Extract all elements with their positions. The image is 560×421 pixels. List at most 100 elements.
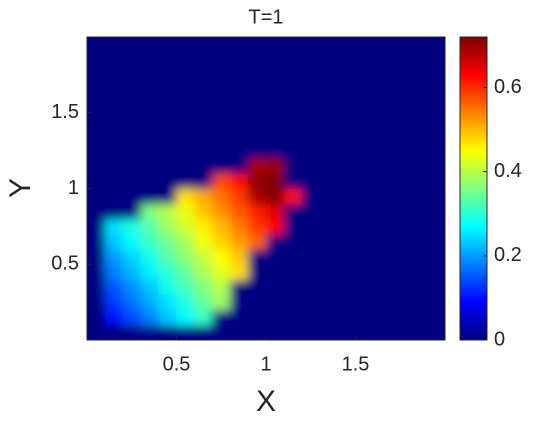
heatmap-cell [87,127,106,144]
heatmap-cell [319,324,339,340]
heatmap-cell [248,112,267,129]
heatmap-cell [176,143,195,159]
heatmap-cell [122,67,142,84]
heatmap-cell [373,233,392,250]
heatmap-cell [409,97,428,114]
heatmap-cell [355,112,374,129]
heatmap-cell [301,218,321,235]
heatmap-cell [230,294,249,311]
heatmap-cell [427,158,445,174]
heatmap-cell [409,82,428,99]
heatmap-cell [140,158,160,174]
heatmap-cell [87,173,106,190]
heatmap-cell [230,143,249,159]
heatmap-cell [301,324,321,340]
heatmap-cell [373,127,392,144]
y-tick-label: 1 [68,177,79,199]
heatmap-cell [122,112,142,129]
heatmap-cell [122,173,142,190]
heatmap-cell [104,218,124,235]
heatmap-cell [409,52,428,68]
heatmap-cell [140,97,160,114]
heatmap-cell [373,309,392,326]
heatmap-cell [355,82,374,99]
heatmap-cell [266,279,285,296]
heatmap-cell [391,143,410,159]
heatmap-cell [248,188,267,205]
heatmap-cell [212,264,231,280]
heatmap-cell [266,127,285,144]
heatmap-cell [194,309,213,326]
heatmap-cell [301,264,321,280]
heatmap-cell [122,279,142,296]
heatmap-cell [230,173,249,190]
heatmap-cell [176,188,195,205]
heatmap-cell [391,52,410,68]
heatmap-cell [140,188,160,205]
heatmap-cell [122,127,142,144]
heatmap-cell [337,264,357,280]
heatmap-cell [194,233,213,250]
heatmap-cell [301,309,321,326]
heatmap-cell [140,67,160,84]
heatmap-cell [248,279,267,296]
heatmap-cell [373,324,392,340]
heatmap-cell [212,249,231,265]
heatmap-cell [194,158,213,174]
heatmap-cell [248,37,267,53]
heatmap-cell [427,127,445,144]
heatmap-cell [212,294,231,311]
heatmap-cell [427,249,445,265]
heatmap-cell [87,264,106,280]
heatmap-cell [158,188,178,205]
heatmap-cell [266,143,285,159]
heatmap-cell [283,158,303,174]
heatmap-cell [176,264,195,280]
heatmap-cell [122,143,142,159]
y-tick-label: 1.5 [51,101,79,123]
heatmap-cell [158,67,178,84]
heatmap-cell [409,127,428,144]
heatmap-cell [409,324,428,340]
heatmap-cell [176,173,195,190]
heatmap-cell [230,324,249,340]
heatmap-cell [283,37,303,53]
heatmap-cell [248,97,267,114]
heatmap-cell [283,143,303,159]
heatmap-cell [194,67,213,84]
heatmap-cell [140,37,160,53]
heatmap-cell [301,97,321,114]
heatmap-cell [391,158,410,174]
heatmap-cell [122,249,142,265]
heatmap-cell [158,82,178,99]
heatmap-cell [87,158,106,174]
x-tick-label: 1.5 [342,353,370,375]
heatmap-cell [140,233,160,250]
heatmap-cell [319,294,339,311]
heatmap-cell [355,218,374,235]
heatmap-cell [140,324,160,340]
heatmap-cell [427,294,445,311]
heatmap-cell [283,67,303,84]
heatmap-cell [176,67,195,84]
heatmap-cell [427,52,445,68]
heatmap-cell [373,188,392,205]
heatmap-cell [158,294,178,311]
heatmap-cell [391,279,410,296]
heatmap-cell [409,233,428,250]
heatmap-cell [248,233,267,250]
heatmap-cell [427,279,445,296]
heatmap-cell [409,279,428,296]
heatmap-cell [230,112,249,129]
heatmap-cell [373,112,392,129]
heatmap-cell [373,294,392,311]
heatmap-cell [373,203,392,220]
heatmap-cell [104,143,124,159]
heatmap-cell [427,218,445,235]
heatmap-cell [355,97,374,114]
heatmap-cell [212,188,231,205]
heatmap-cell [87,97,106,114]
heatmap-cell [87,309,106,326]
heatmap-cell [140,112,160,129]
heatmap-cell [337,67,357,84]
